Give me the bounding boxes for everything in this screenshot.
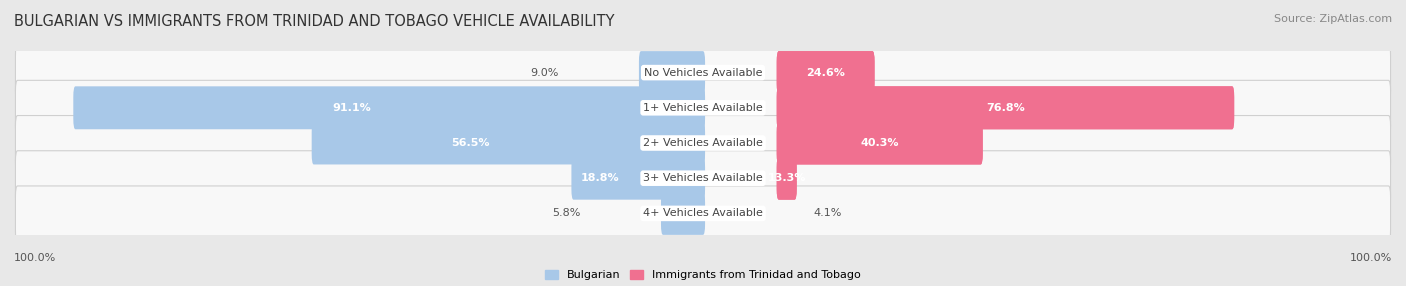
FancyBboxPatch shape — [776, 122, 983, 164]
FancyBboxPatch shape — [312, 122, 704, 164]
Text: 18.8%: 18.8% — [581, 173, 620, 183]
FancyBboxPatch shape — [15, 45, 1391, 100]
FancyBboxPatch shape — [776, 86, 1234, 129]
Text: 2+ Vehicles Available: 2+ Vehicles Available — [643, 138, 763, 148]
Text: 100.0%: 100.0% — [1350, 253, 1392, 263]
FancyBboxPatch shape — [776, 122, 983, 164]
Text: 3+ Vehicles Available: 3+ Vehicles Available — [643, 173, 763, 183]
Text: BULGARIAN VS IMMIGRANTS FROM TRINIDAD AND TOBAGO VEHICLE AVAILABILITY: BULGARIAN VS IMMIGRANTS FROM TRINIDAD AN… — [14, 14, 614, 29]
FancyBboxPatch shape — [15, 151, 1391, 206]
Text: 40.3%: 40.3% — [860, 138, 898, 148]
Text: 5.8%: 5.8% — [553, 208, 581, 219]
Text: 1+ Vehicles Available: 1+ Vehicles Available — [643, 103, 763, 113]
Text: 4.1%: 4.1% — [814, 208, 842, 219]
Text: 91.1%: 91.1% — [332, 103, 371, 113]
Text: 76.8%: 76.8% — [986, 103, 1025, 113]
FancyBboxPatch shape — [15, 116, 1391, 170]
Text: Source: ZipAtlas.com: Source: ZipAtlas.com — [1274, 14, 1392, 24]
FancyBboxPatch shape — [73, 86, 704, 129]
Text: 13.3%: 13.3% — [768, 173, 806, 183]
FancyBboxPatch shape — [638, 51, 704, 94]
FancyBboxPatch shape — [776, 86, 1234, 129]
FancyBboxPatch shape — [571, 157, 704, 200]
FancyBboxPatch shape — [776, 157, 797, 200]
Text: 100.0%: 100.0% — [14, 253, 56, 263]
FancyBboxPatch shape — [776, 51, 875, 94]
FancyBboxPatch shape — [776, 157, 797, 200]
Text: 9.0%: 9.0% — [530, 67, 558, 78]
Text: 4+ Vehicles Available: 4+ Vehicles Available — [643, 208, 763, 219]
Text: 56.5%: 56.5% — [451, 138, 489, 148]
Text: No Vehicles Available: No Vehicles Available — [644, 67, 762, 78]
FancyBboxPatch shape — [661, 192, 704, 235]
FancyBboxPatch shape — [776, 51, 875, 94]
FancyBboxPatch shape — [15, 186, 1391, 241]
FancyBboxPatch shape — [15, 80, 1391, 135]
Text: 24.6%: 24.6% — [806, 67, 845, 78]
Legend: Bulgarian, Immigrants from Trinidad and Tobago: Bulgarian, Immigrants from Trinidad and … — [546, 270, 860, 281]
